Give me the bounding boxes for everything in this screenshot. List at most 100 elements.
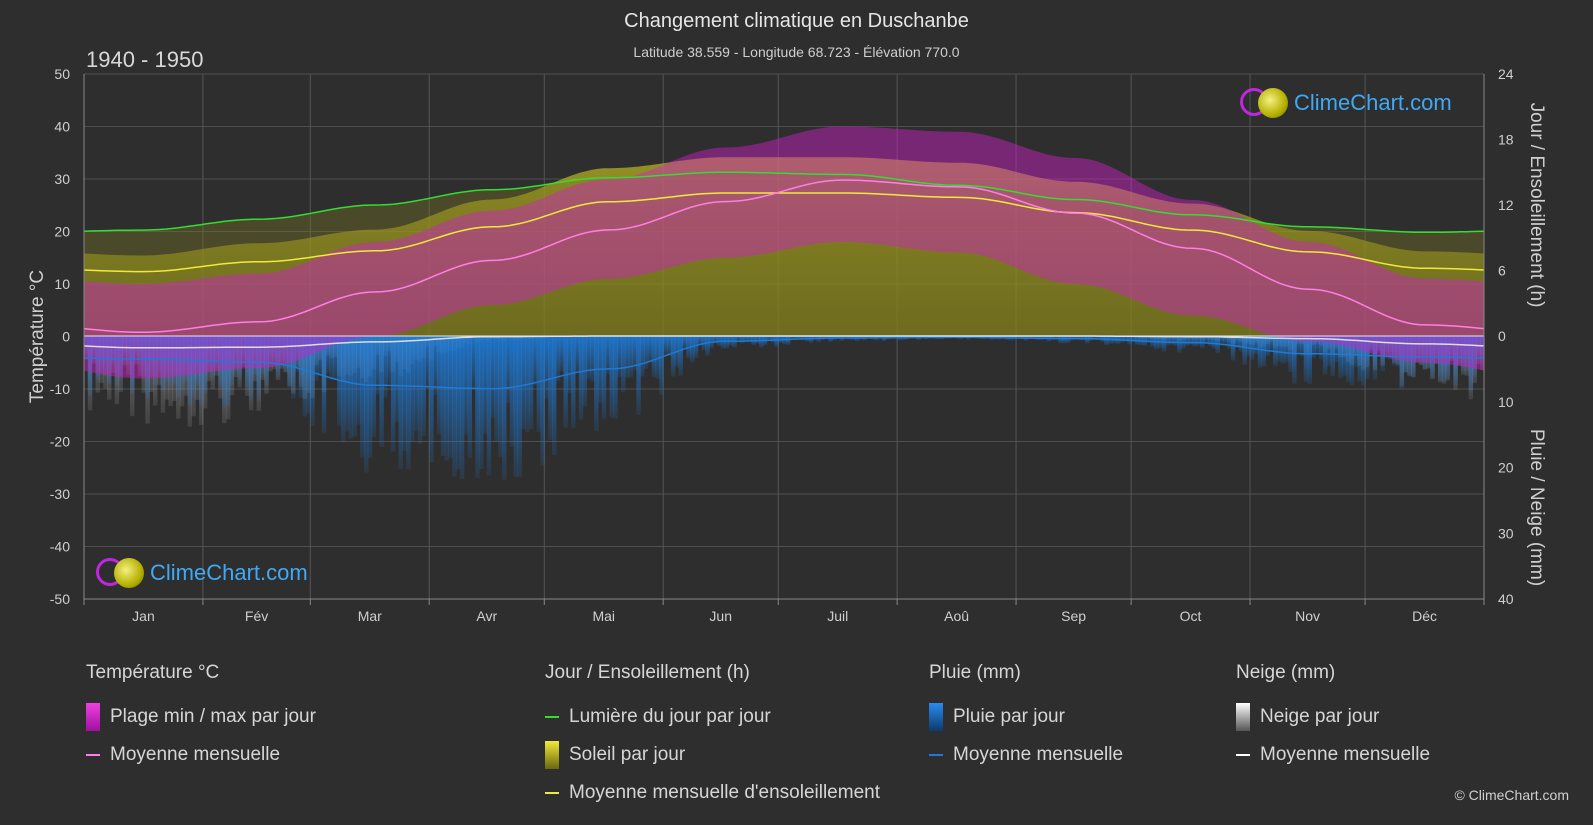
rain-bar — [667, 336, 672, 356]
line-swatch-icon — [1236, 754, 1250, 756]
rain-bar — [1307, 336, 1312, 384]
rain-bar — [1154, 336, 1159, 350]
rain-bar — [1319, 336, 1324, 360]
y-right-tick-label: 10 — [1498, 394, 1514, 410]
rain-bar — [502, 336, 507, 480]
rain-bar — [467, 336, 472, 459]
snow-swatch-icon — [1236, 703, 1250, 731]
rain-bar — [191, 336, 196, 398]
rain-bar — [739, 336, 745, 344]
rain-bar — [1380, 336, 1385, 372]
rain-bar — [609, 336, 614, 418]
rain-bar — [103, 336, 108, 377]
rain-bar — [620, 336, 626, 393]
rain-bar — [387, 336, 392, 384]
rain-bar — [352, 336, 357, 437]
rain-bar — [317, 336, 323, 376]
rain-bar — [452, 336, 457, 477]
rain-bar — [329, 336, 334, 380]
rain-bar — [1177, 336, 1182, 353]
rain-bar — [594, 336, 599, 432]
rain-bar — [87, 336, 93, 396]
rain-bar — [1376, 336, 1382, 355]
logo-text: ClimeChart.com — [1294, 90, 1452, 115]
x-tick-label: Avr — [476, 608, 497, 624]
rain-bar — [1480, 336, 1485, 365]
y-right-tick-label: 20 — [1498, 460, 1514, 476]
rain-bar — [114, 336, 120, 387]
rain-bar — [222, 336, 227, 409]
rain-bar — [210, 336, 216, 379]
rain-bar — [248, 336, 254, 400]
rain-mean-line — [83, 336, 1485, 390]
rain-bar — [659, 336, 664, 395]
rain-bar — [298, 336, 304, 399]
rain-bar — [233, 336, 239, 371]
y-left-tick-label: 0 — [62, 329, 70, 345]
line-swatch-icon — [545, 792, 559, 794]
x-tick-label: Jan — [132, 608, 155, 624]
rain-bar — [1342, 336, 1347, 376]
logo-bottom[interactable]: ClimeChart.com — [94, 556, 308, 590]
rain-bar — [459, 336, 465, 480]
rain-bar — [383, 336, 388, 398]
rain-bar — [1073, 336, 1079, 340]
rain-bar — [1299, 336, 1305, 357]
rain-bar — [1422, 336, 1428, 369]
rain-bar — [206, 336, 212, 373]
rain-bar — [237, 336, 242, 380]
rain-bar — [1288, 336, 1293, 373]
y-right-tick-label: 12 — [1498, 197, 1514, 213]
y-right-top-axis-title: Jour / Ensoleillement (h) — [1526, 103, 1547, 308]
rain-bar — [690, 336, 695, 363]
rain-bar — [390, 336, 396, 452]
rain-bar — [1460, 336, 1466, 371]
sunshine-swatch-icon — [545, 741, 559, 769]
rain-bar — [1296, 336, 1301, 355]
x-tick-label: Jun — [709, 608, 732, 624]
rain-bar — [1265, 336, 1270, 357]
x-tick-label: Oct — [1180, 608, 1202, 624]
rain-bar — [179, 336, 185, 389]
logo-text: ClimeChart.com — [150, 560, 308, 585]
rain-bar — [1261, 336, 1266, 367]
rain-bar — [153, 336, 158, 386]
rain-bar — [176, 336, 181, 398]
rain-bar — [720, 336, 726, 349]
rain-bar — [1219, 336, 1224, 344]
rain-bar — [1207, 336, 1213, 346]
chart-title: Changement climatique en Duschanbe — [624, 10, 969, 32]
rain-bar — [1361, 336, 1366, 386]
logo-top[interactable]: ClimeChart.com — [1238, 86, 1452, 120]
rain-bar — [1196, 336, 1201, 346]
rain-bar — [356, 336, 361, 425]
rain-bar — [1384, 336, 1389, 359]
rain-bar — [1104, 336, 1109, 345]
rain-bar — [394, 336, 400, 422]
rain-bar — [1326, 336, 1332, 367]
rain-bar — [605, 336, 611, 375]
legend-item: Plage min / max par jour — [86, 698, 316, 736]
rain-bar — [705, 336, 710, 356]
rain-bar — [314, 336, 319, 381]
rain-bar — [766, 336, 772, 341]
rain-bar — [1042, 336, 1048, 340]
rain-bar — [1437, 336, 1443, 381]
y-right-bottom-axis-title: Pluie / Neige (mm) — [1526, 429, 1547, 586]
rain-bar — [379, 336, 384, 448]
rain-bar — [306, 336, 311, 414]
rain-bar — [521, 336, 526, 430]
y-left-tick-label: -20 — [50, 434, 70, 450]
rain-bar — [1311, 336, 1316, 359]
rain-bar — [156, 336, 162, 372]
rain-bar — [724, 336, 729, 349]
x-tick-label: Mar — [358, 608, 382, 624]
rain-bar — [1280, 336, 1286, 364]
rain-bar — [448, 336, 453, 459]
y-left-tick-label: 20 — [54, 224, 70, 240]
rain-bar — [440, 336, 446, 456]
rain-bar — [364, 336, 369, 473]
rain-bar — [1173, 336, 1178, 347]
rain-bar — [360, 336, 365, 458]
rain-bar — [678, 336, 683, 376]
